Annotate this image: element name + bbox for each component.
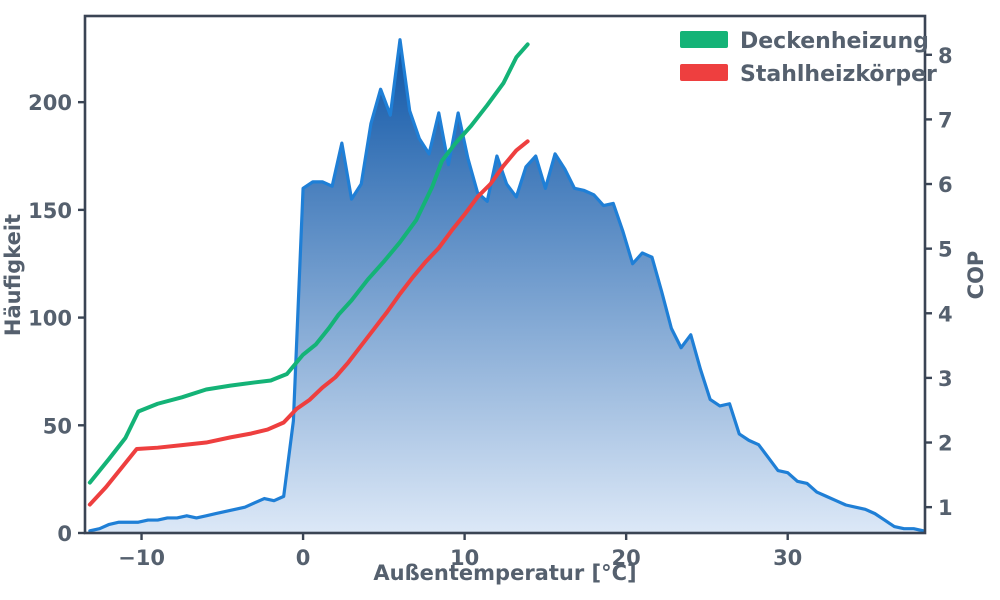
y-tick-label: 0 [57,522,72,546]
y-tick-label: 50 [43,414,72,438]
y2-axis-ticks: 1 2 3 4 5 6 7 8 [925,44,953,520]
series-layer [87,38,925,533]
y2-tick-label: 7 [938,108,953,132]
legend-swatch-deckenheizung [680,31,728,48]
plot-border [83,14,927,535]
y-axis-title: Häufigkeit [1,214,25,336]
deckenheizung-line [87,42,530,485]
y2-axis-title: COP [964,251,988,300]
y2-tick-label: 1 [938,496,953,520]
x-tick-label: 0 [296,546,311,570]
y-axis-ticks: 0 50 100 150 200 [28,91,85,546]
y-tick-label: 100 [28,307,72,331]
y2-tick-label: 4 [938,302,953,326]
legend-swatch-stahlheizkoerper [680,64,728,81]
x-tick-label: 10 [450,546,479,570]
y2-tick-label: 3 [938,367,953,391]
y-tick-label: 200 [28,91,72,115]
stahlheizkoerper-line [87,139,530,507]
x-tick-label: −10 [118,546,165,570]
legend-label-deckenheizung: Deckenheizung [740,29,929,54]
chart-legend: Deckenheizung Stahlheizkörper [662,17,937,91]
legend-label-stahlheizkoerper: Stahlheizkörper [740,62,937,87]
y2-tick-label: 5 [938,238,953,262]
x-tick-label: 30 [773,546,802,570]
y2-tick-label: 8 [938,44,953,68]
histogram-line [88,38,925,533]
y2-tick-label: 6 [938,173,953,197]
y2-tick-label: 2 [938,432,953,456]
x-tick-label: 20 [612,546,641,570]
x-axis-title: Außentemperatur [°C] [373,561,636,585]
y-tick-label: 150 [28,199,72,223]
